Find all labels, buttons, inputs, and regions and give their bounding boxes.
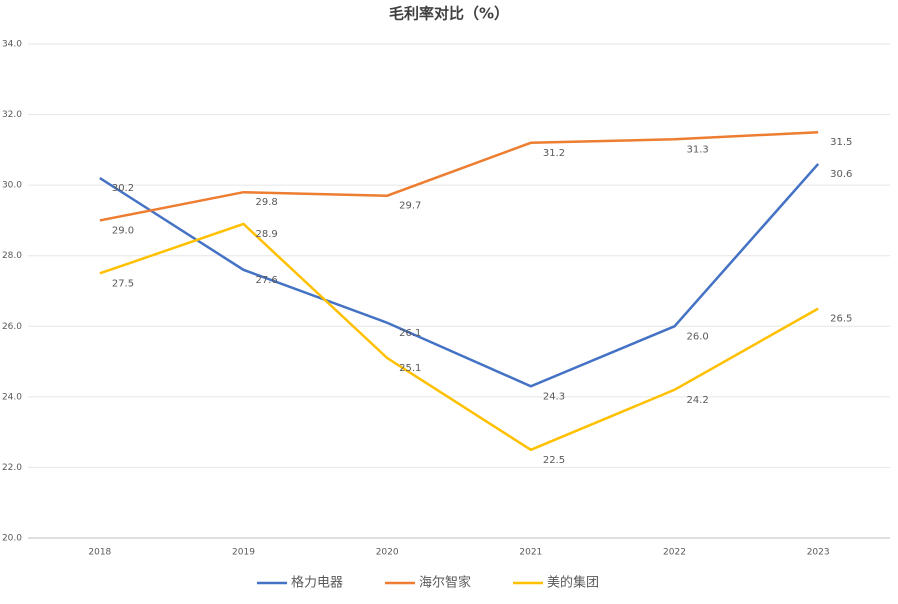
x-tick-label: 2019: [232, 548, 255, 558]
data-label: 26.0: [687, 331, 709, 342]
x-tick-label: 2021: [519, 548, 542, 558]
data-label: 26.1: [399, 328, 421, 339]
x-tick-label: 2018: [88, 548, 111, 558]
data-label: 22.5: [543, 455, 565, 466]
data-label: 24.3: [543, 391, 565, 402]
data-label: 31.3: [687, 144, 709, 155]
y-tick-label: 34.0: [2, 40, 22, 50]
data-label: 30.6: [830, 169, 852, 180]
chart-title: 毛利率对比（%）: [389, 5, 509, 23]
x-tick-label: 2022: [663, 548, 686, 558]
y-tick-label: 20.0: [2, 534, 22, 544]
data-label: 27.5: [112, 278, 134, 289]
legend-label: 格力电器: [291, 575, 343, 591]
line: [99, 222, 819, 452]
data-label: 26.5: [830, 314, 852, 325]
data-label: 27.6: [256, 275, 278, 286]
line: [99, 163, 820, 388]
data-label: 28.9: [256, 229, 278, 240]
y-tick-label: 22.0: [2, 463, 22, 473]
data-label: 29.7: [399, 201, 421, 212]
y-tick-label: 24.0: [2, 392, 22, 402]
legend-label: 海尔智家: [419, 575, 471, 591]
data-label: 29.8: [256, 197, 278, 208]
y-tick-label: 28.0: [2, 251, 22, 261]
y-tick-label: 30.0: [2, 181, 22, 191]
data-label: 31.2: [543, 148, 565, 159]
x-tick-label: 2023: [807, 548, 830, 558]
data-label: 31.5: [830, 137, 852, 148]
y-tick-label: 32.0: [2, 110, 22, 120]
data-label: 25.1: [399, 363, 421, 374]
data-label: 24.2: [687, 395, 709, 406]
line: [99, 130, 819, 222]
data-label: 29.0: [112, 225, 134, 236]
data-label: 30.2: [112, 183, 134, 194]
y-tick-label: 26.0: [2, 322, 22, 332]
x-tick-label: 2020: [376, 548, 399, 558]
legend-label: 美的集团: [547, 575, 599, 591]
